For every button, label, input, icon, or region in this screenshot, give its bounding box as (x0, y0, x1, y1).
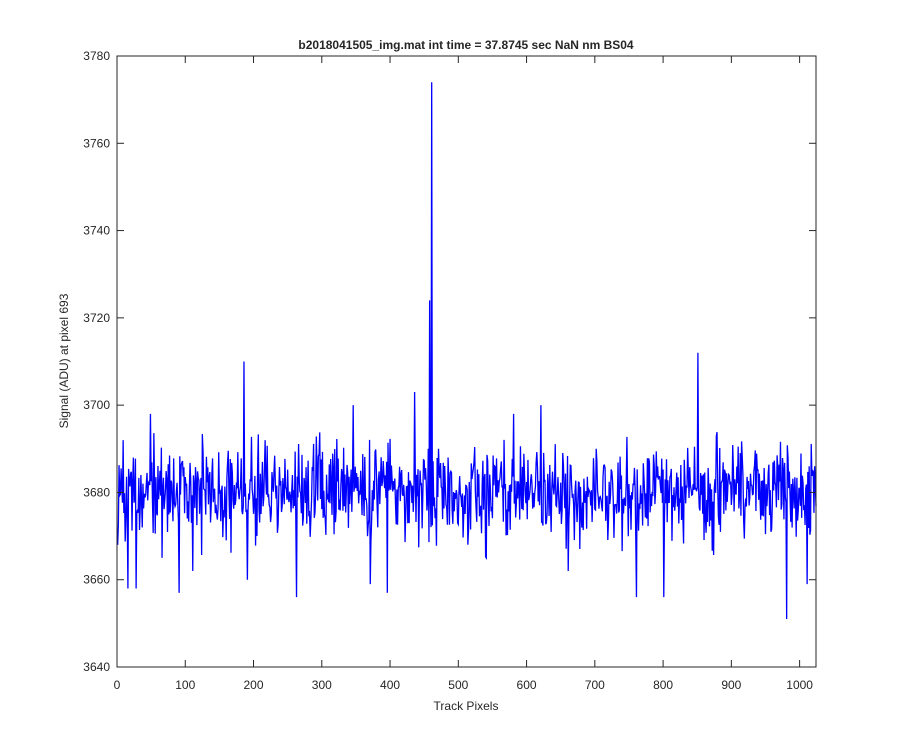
x-tick-label: 1000 (786, 678, 813, 692)
chart-title: b2018041505_img.mat int time = 37.8745 s… (298, 38, 634, 52)
x-tick-label: 300 (312, 678, 332, 692)
y-tick-label: 3660 (83, 573, 110, 587)
x-tick-label: 0 (114, 678, 121, 692)
signal-series-line (117, 82, 817, 619)
y-tick-label: 3720 (83, 311, 110, 325)
y-tick-label: 3680 (83, 485, 110, 499)
plot-frame (116, 55, 817, 668)
y-axis-label: Signal (ADU) at pixel 693 (57, 293, 71, 428)
y-tick-label: 3700 (83, 398, 110, 412)
x-axis-label: Track Pixels (434, 699, 499, 713)
x-axis-ticks: 0 100 200 300 400 500 600 700 800 900 1000 (114, 56, 813, 692)
x-tick-label: 400 (380, 678, 400, 692)
y-tick-label: 3760 (83, 136, 110, 150)
x-tick-label: 100 (175, 678, 195, 692)
y-tick-label: 3780 (83, 49, 110, 63)
x-tick-label: 500 (448, 678, 468, 692)
y-tick-label: 3640 (83, 660, 110, 674)
x-tick-label: 200 (244, 678, 264, 692)
y-axis-ticks: 3640 3660 3680 3700 3720 3740 3760 3780 (83, 49, 816, 674)
x-tick-label: 800 (653, 678, 673, 692)
y-tick-label: 3740 (83, 224, 110, 238)
x-tick-label: 600 (517, 678, 537, 692)
x-tick-label: 700 (585, 678, 605, 692)
x-tick-label: 900 (721, 678, 741, 692)
series-layer (117, 82, 817, 619)
plot-area-background (117, 56, 816, 667)
